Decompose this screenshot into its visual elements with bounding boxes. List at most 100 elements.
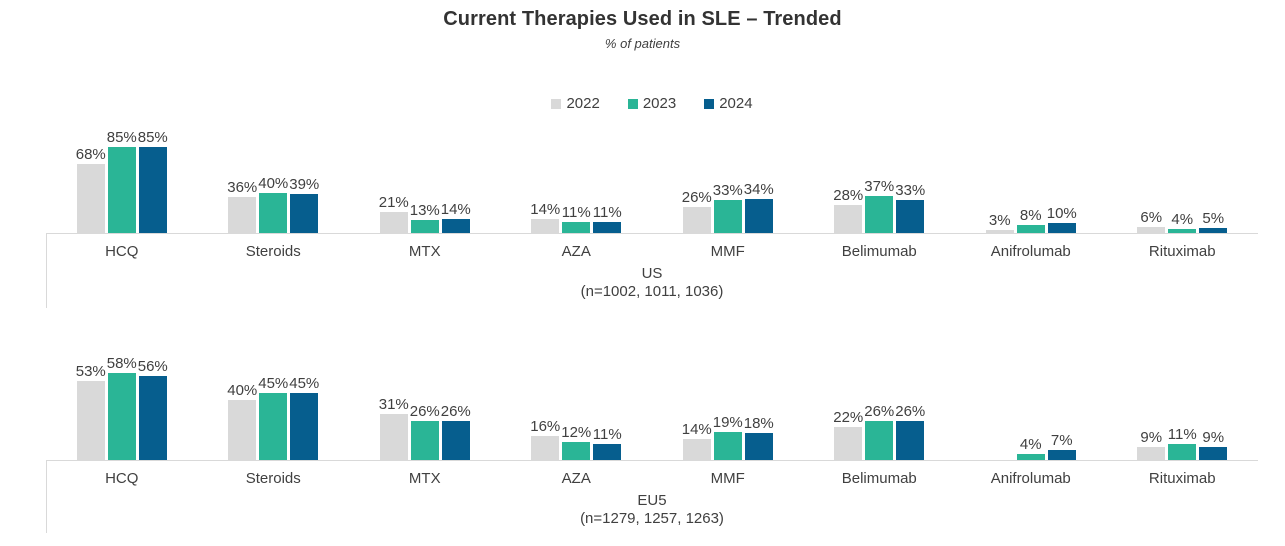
- bar-value-label: 14%: [530, 200, 561, 218]
- bar-2022-rituximab: [1137, 226, 1166, 233]
- category-group-rituximab: 6% 4% 5%: [1107, 142, 1259, 233]
- bar-2022-aza: [531, 218, 560, 233]
- bar-value-label: 10%: [1046, 204, 1077, 222]
- bar-slot-2024: 45%: [289, 375, 319, 460]
- bar-slot-2023: 26%: [864, 403, 894, 460]
- category-group-mtx: 31% 26% 26%: [349, 370, 501, 460]
- bar-2024-aza: [593, 443, 622, 460]
- panel-axis-title: EU5 (n=1279, 1257, 1263): [46, 492, 1258, 528]
- bar-2023-mmf: [713, 431, 742, 460]
- bar-value-label: 37%: [864, 177, 895, 195]
- bar-value-label: 11%: [561, 203, 591, 221]
- panel-eu5: 53% 58% 56% 40% 45% 45% 31% 26% 26% 16% 12% 11% 14% 1…: [46, 355, 1258, 533]
- bar-value-label: 26%: [864, 403, 895, 420]
- bar-value-label: 26%: [440, 403, 471, 420]
- bar-2023-belimumab: [865, 195, 894, 233]
- bar-slot-2024: 7%: [1047, 432, 1076, 460]
- bar-value-label: 12%: [561, 424, 592, 441]
- bar-slot-2024: 11%: [593, 426, 622, 460]
- category-label-steroids: Steroids: [245, 243, 301, 260]
- legend-swatch-2024: [704, 98, 715, 109]
- category-group-steroids: 36% 40% 39%: [198, 142, 350, 233]
- legend-item-2024: 2024: [704, 95, 753, 112]
- bar-2024-steroids: [290, 392, 319, 460]
- category-group-hcq: 53% 58% 56%: [46, 355, 198, 460]
- bar-value-label: 33%: [895, 181, 926, 199]
- bar-value-label: 40%: [258, 174, 289, 192]
- bar-2022-mtx: [379, 211, 408, 233]
- category-group-belimumab: 28% 37% 33%: [804, 142, 956, 233]
- category-group-mtx: 21% 13% 14%: [349, 142, 501, 233]
- bar-value-label: 14%: [440, 200, 471, 218]
- panel-n-label: (n=1002, 1011, 1036): [580, 283, 724, 300]
- bar-slot-2024: 18%: [744, 415, 774, 460]
- bar-value-label: 28%: [833, 186, 864, 204]
- bar-slot-2022: 31%: [379, 396, 409, 460]
- bar-slot-2022: 21%: [379, 194, 409, 233]
- bar-2024-steroids: [290, 193, 319, 233]
- legend: 2022 2023 2024: [46, 95, 1258, 112]
- bar-2022-rituximab: [1137, 446, 1166, 460]
- bar-slot-2023: 11%: [1168, 426, 1197, 460]
- bar-slot-2023: 8%: [1016, 207, 1045, 233]
- bar-2024-mtx: [441, 421, 470, 460]
- bar-value-label: 9%: [1140, 428, 1163, 446]
- bar-value-label: 6%: [1140, 208, 1163, 226]
- bar-value-label: 68%: [75, 146, 106, 164]
- bar-2022-belimumab: [834, 204, 863, 233]
- axis-left-tick: [46, 461, 47, 533]
- plot-us: 68% 85% 85% 36% 40% 39% 21% 13% 14% 14% 11% 11% 26% 3…: [46, 129, 1259, 234]
- bar-slot-2023: 26%: [410, 403, 440, 460]
- category-label-hcq: HCQ: [105, 243, 139, 260]
- bar-slot-2023: 11%: [562, 204, 591, 233]
- bar-slot-2023: 45%: [258, 375, 288, 460]
- legend-swatch-2023: [627, 98, 638, 109]
- bar-2023-steroids: [259, 392, 288, 460]
- bar-slot-2023: 33%: [713, 182, 743, 233]
- chart-title: Current Therapies Used in SLE – Trended: [443, 8, 842, 30]
- bar-2022-anifrolumab: [985, 230, 1014, 233]
- legend-label: 2023: [642, 95, 677, 112]
- bar-value-label: 56%: [137, 358, 168, 375]
- panel-us: 68% 85% 85% 36% 40% 39% 21% 13% 14% 14% 11% 11% 26% 3…: [46, 129, 1259, 308]
- bar-value-label: 4%: [1019, 436, 1042, 453]
- bar-value-label: 8%: [1019, 206, 1042, 224]
- bar-slot-2023: 13%: [410, 202, 440, 233]
- bar-value-label: 3%: [988, 212, 1011, 229]
- bar-slot-2024: 33%: [895, 182, 925, 233]
- category-group-steroids: 40% 45% 45%: [198, 370, 350, 460]
- category-label-rituximab: Rituximab: [1148, 243, 1216, 260]
- bar-2022-belimumab: [834, 427, 863, 460]
- bar-slot-2024: 14%: [441, 201, 471, 233]
- bar-value-label: 36%: [227, 178, 258, 196]
- bar-2023-mmf: [713, 199, 742, 233]
- bar-value-label: 26%: [681, 188, 712, 206]
- category-label-anifrolumab: Anifrolumab: [990, 243, 1071, 260]
- category-group-anifrolumab: 4% 7%: [955, 370, 1107, 460]
- bar-slot-2023: 58%: [107, 355, 137, 460]
- bar-slot-2024: 39%: [289, 176, 319, 233]
- bar-value-label: 22%: [833, 409, 864, 426]
- bar-slot-2022: 28%: [833, 187, 863, 233]
- bar-value-label: 34%: [743, 180, 774, 198]
- bar-2024-rituximab: [1199, 446, 1228, 460]
- panel-n-label: (n=1279, 1257, 1263): [580, 510, 724, 527]
- category-group-belimumab: 22% 26% 26%: [804, 370, 956, 460]
- bar-value-label: 11%: [1167, 425, 1197, 443]
- bar-slot-2024: 34%: [744, 181, 774, 233]
- bar-2022-mmf: [682, 206, 711, 233]
- bar-value-label: 5%: [1202, 209, 1225, 227]
- bar-value-label: 18%: [743, 415, 774, 432]
- bar-slot-2024: 11%: [593, 204, 622, 233]
- bar-2024-aza: [593, 221, 622, 233]
- bar-slot-2023: 4%: [1016, 436, 1045, 460]
- bar-value-label: 14%: [681, 421, 712, 438]
- bar-2023-anifrolumab: [1016, 454, 1045, 460]
- bar-2024-belimumab: [896, 421, 925, 460]
- category-label-aza: AZA: [561, 470, 591, 487]
- plot-eu5: 53% 58% 56% 40% 45% 45% 31% 26% 26% 16% 12% 11% 14% 1…: [46, 355, 1258, 461]
- bar-2023-rituximab: [1168, 443, 1197, 460]
- bar-2024-rituximab: [1199, 227, 1228, 233]
- bar-slot-2022: 9%: [1137, 429, 1166, 460]
- bar-slot-2024: 9%: [1199, 429, 1228, 460]
